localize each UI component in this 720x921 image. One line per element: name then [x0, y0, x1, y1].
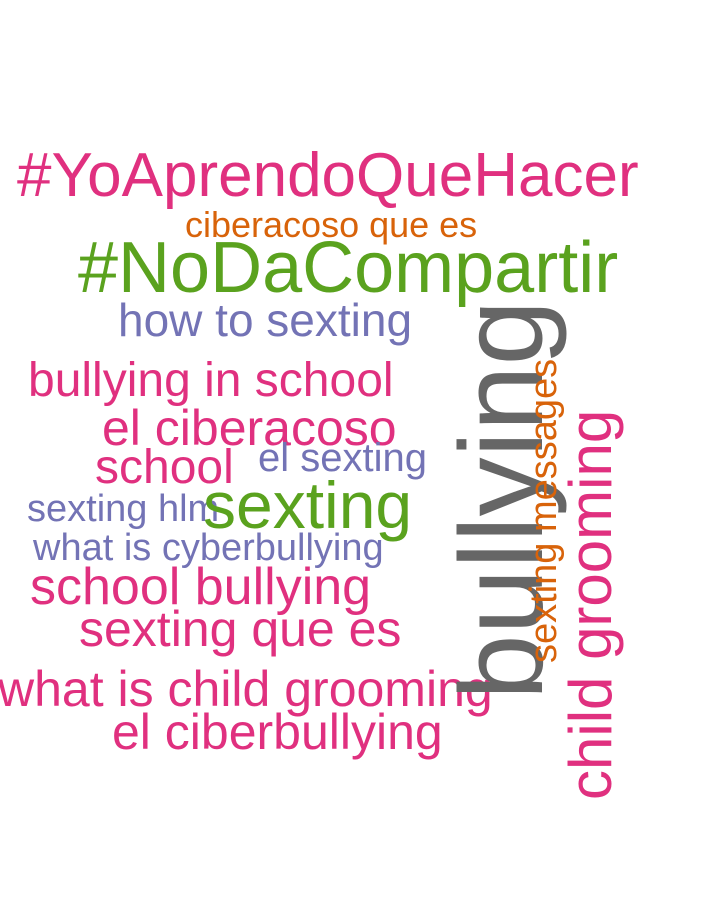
word-how-to-sexting: how to sexting — [118, 294, 413, 346]
word-sexting-que-es: sexting que es — [79, 601, 402, 657]
word-school-bullying: school bullying — [30, 558, 372, 616]
word-what-is-child-grooming: what is child grooming — [0, 661, 493, 717]
word-child-grooming: child grooming — [557, 409, 624, 800]
word-bullying-in-school: bullying in school — [28, 354, 394, 407]
word-ciberacoso-que-es: ciberacoso que es — [185, 204, 478, 245]
word-sexting: sexting — [203, 468, 413, 542]
word-nodacompartir: #NoDaCompartir — [78, 228, 619, 308]
word-el-sexting: el sexting — [258, 436, 427, 480]
word-el-ciberbullying: el ciberbullying — [112, 704, 443, 760]
word-el-ciberacoso: el ciberacoso — [102, 400, 397, 456]
word-yoaprendoquehacer: #YoAprendoQueHacer — [17, 141, 639, 210]
word-sexting-hlm: sexting hlm — [27, 488, 220, 530]
word-what-is-cyberbullying: what is cyberbullying — [33, 527, 384, 569]
word-school: school — [95, 441, 234, 494]
